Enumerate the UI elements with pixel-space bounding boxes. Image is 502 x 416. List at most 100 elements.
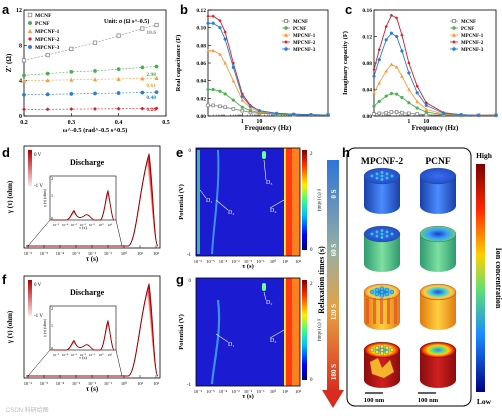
fit-line-MPCNF-2 (23, 108, 157, 110)
legend-label-c: PCNF (461, 27, 474, 32)
x-axis-label-a: ω^-0.5 (rad^-0.5 s^0.5) (63, 127, 128, 134)
panel-letter-h: h (342, 145, 350, 160)
point-c-MCNF (400, 110, 404, 115)
scalebar-label-pcnf: 100 nm (418, 397, 439, 404)
legend-label-b: MPCNF-2 (293, 41, 316, 46)
point-MPCNF-3 (93, 91, 97, 96)
y-axis-label-d: γ (τ) (ohm) (6, 180, 14, 214)
ion-colorbar (476, 164, 485, 392)
ytick-e-top: 0 (189, 149, 192, 154)
ytick-g-bot: -1 (187, 383, 192, 388)
inset-xtick: 10⁰ (99, 223, 105, 227)
mpcnf2-cylinders (363, 167, 401, 388)
xtick-heatmap: 10¹ (283, 389, 290, 394)
legend-marker-c-MCNF (451, 18, 456, 23)
heat-band-g-orange (292, 278, 300, 386)
drt-curves-f (26, 283, 159, 377)
xtick-drt: 10⁻² (88, 251, 97, 256)
x-axis-label-b: Frequency (Hz) (245, 124, 292, 132)
xtick-heatmap: 10⁻¹ (256, 259, 265, 264)
inset-xtick: 10⁰ (99, 353, 105, 357)
point-c-MPCNF-1 (389, 62, 394, 66)
legend-label-a: MPCNF-1 (35, 29, 60, 35)
xtick-a: 0.3 (68, 120, 76, 126)
point-c-MCNF (415, 112, 419, 116)
y-axis-label-f: γ (τ) (ohm) (6, 310, 14, 344)
xtick-drt: 10¹ (137, 381, 144, 386)
time-label-180: 180 S (330, 364, 338, 380)
panel-b: b 0.00 0.02 0.04 0.06 0.08 0.10 0.12 1 10 MCNF P… (175, 2, 330, 132)
point-MPCNF-3 (69, 91, 74, 96)
ytick-b: 0.12 (196, 8, 206, 14)
peak-label-D₄: D₄ (270, 208, 276, 214)
point-MPCNF-2 (140, 106, 145, 111)
plot-frame-a (23, 9, 167, 117)
peak-arrow (269, 199, 285, 209)
point-c-PCNF (400, 95, 404, 100)
point-MCNF (21, 58, 27, 63)
point-c-MPCNF-1 (372, 90, 376, 95)
y-axis-label-c: Imaginary capacity (F) (342, 31, 349, 95)
point-c-MCNF (372, 112, 376, 116)
peak-arrow (269, 329, 285, 339)
inset-xtick: 10⁻¹ (89, 353, 95, 357)
point-c-PCNF (372, 104, 376, 108)
inset-connector-d2 (115, 219, 123, 247)
pore-dots-mpcnf2-3 (370, 344, 394, 356)
x-axis-label-g: τ (s) (242, 393, 253, 400)
xtick-a: 0.2 (20, 120, 28, 126)
point-b-MPCNF-1 (231, 78, 236, 83)
point-MPCNF-3 (140, 90, 145, 95)
point-b-MPCNF-3 (218, 26, 222, 30)
xtick-drt: 10⁻⁵ (40, 381, 49, 386)
xtick-drt: 10⁻³ (72, 381, 81, 386)
xtick-heatmap: 10⁻⁵ (206, 259, 215, 264)
ytick-c: 0.12 (362, 35, 372, 41)
legend-marker-b-MPCNF-1 (283, 32, 289, 37)
ytick-b: 0.06 (196, 61, 206, 67)
point-MPCNF-2 (92, 106, 98, 111)
inset-ytick: 2 (51, 306, 53, 311)
peak-label-D₂: D₂ (228, 210, 234, 216)
x-axis-label-f: τ (s) (86, 385, 99, 393)
point-c-MPCNF-2 (400, 33, 404, 37)
xtick-heatmap: 10⁰ (270, 389, 277, 394)
stripes-mpcnf2 (366, 298, 397, 324)
point-c-PCNF (415, 106, 419, 110)
ytick-e-bot: -1 (187, 253, 192, 258)
sigma-value-a: 10.6 (146, 30, 156, 36)
point-b-MPCNF-3 (240, 94, 244, 99)
colorbar-f (28, 280, 32, 316)
point-b-MPCNF-3 (248, 104, 253, 108)
sigma-value-a: 0.61 (146, 83, 156, 89)
point-c-MCNF (407, 111, 411, 116)
colorbar-top-d: 0 V (34, 153, 42, 158)
ion-colorbar-low: Low (477, 397, 492, 406)
ytick-a: 4 (19, 79, 22, 85)
sigma-value-a: 0.26 (146, 107, 156, 113)
ytick-b: 0.08 (196, 43, 206, 49)
time-label-60: 60 S (330, 244, 338, 257)
point-PCNF (45, 71, 50, 76)
legend-label-b: PCNF (293, 27, 306, 32)
inset-xtick: 10¹ (108, 223, 113, 227)
point-c-PCNF (377, 99, 381, 104)
inset-xtick: 10⁻⁵ (53, 223, 60, 227)
point-b-MPCNF-1 (248, 106, 253, 110)
drt-curve (26, 283, 159, 377)
point-c-MPCNF-3 (476, 113, 481, 117)
panel-g: g D₁ D₂ D₃ 2 0 γ (τ) (ohm) 0 -1 10⁻⁶ 10⁻⁵ 10… (176, 272, 321, 400)
heat-streak-e-d2 (211, 149, 220, 255)
point-MPCNF-2 (21, 107, 27, 112)
inset-xtick: 10⁻³ (71, 353, 77, 357)
point-MPCNF-1 (116, 76, 121, 81)
point-c-MCNF (394, 110, 399, 114)
inset-xtick: 10⁻⁵ (53, 353, 60, 357)
legend-label-b: MPCNF-3 (293, 48, 316, 53)
xtick-c: 1 (407, 119, 410, 125)
point-PCNF (154, 64, 159, 69)
point-MCNF (45, 52, 50, 58)
fit-line-MPCNF-1 (23, 77, 157, 81)
